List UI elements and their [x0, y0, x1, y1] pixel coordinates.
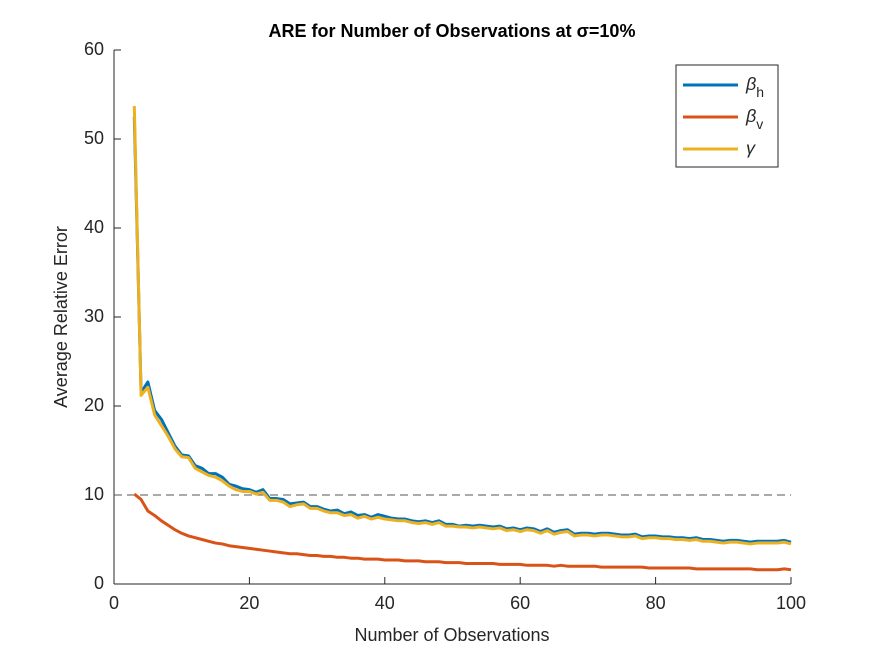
y-tick-label: 20 [84, 395, 104, 415]
series-line [132, 106, 792, 546]
y-tick-label: 60 [84, 39, 104, 59]
legend-label: βv [745, 106, 763, 132]
x-tick-label: 100 [776, 593, 806, 613]
x-tick-label: 80 [646, 593, 666, 613]
x-tick-label: 0 [109, 593, 119, 613]
x-tick-label: 60 [510, 593, 530, 613]
x-axis-label: Number of Observations [354, 625, 549, 645]
x-tick-label: 20 [239, 593, 259, 613]
x-tick-label: 40 [375, 593, 395, 613]
legend-label: βh [745, 74, 764, 100]
y-tick-label: 50 [84, 128, 104, 148]
y-tick-label: 30 [84, 306, 104, 326]
legend-label: γ [746, 138, 756, 158]
chart-title: ARE for Number of Observations at σ=10% [269, 21, 636, 41]
series-line [133, 492, 792, 572]
y-tick-label: 10 [84, 484, 104, 504]
y-tick-label: 40 [84, 217, 104, 237]
y-axis-label: Average Relative Error [51, 226, 71, 408]
y-tick-label: 0 [94, 573, 104, 593]
